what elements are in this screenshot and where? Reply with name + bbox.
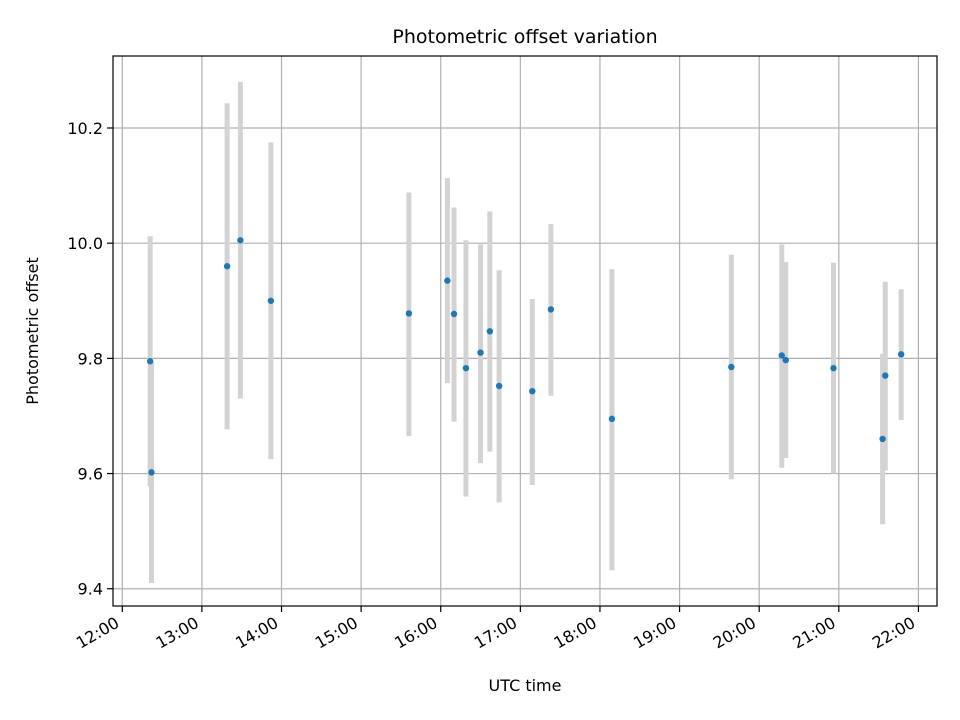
plot-frame (112, 55, 938, 607)
data-point (267, 297, 275, 304)
data-point (146, 358, 154, 365)
grid-layer (113, 56, 937, 606)
data-point (223, 263, 231, 270)
y-tick-label: 10.0 (67, 234, 103, 253)
chart-title: Photometric offset variation (392, 26, 657, 48)
point-layer (146, 237, 905, 476)
data-point (778, 352, 785, 359)
data-point (608, 415, 616, 423)
data-point (148, 469, 155, 476)
data-point (450, 310, 458, 318)
y-axis-label: Photometric offset (23, 257, 42, 405)
x-axis-label: UTC time (489, 676, 562, 695)
data-point (462, 364, 470, 372)
y-tick-label: 9.8 (78, 349, 103, 368)
data-point (237, 237, 244, 244)
data-point (897, 351, 905, 358)
data-point (444, 277, 451, 284)
data-point (879, 435, 886, 443)
data-point (782, 356, 789, 364)
y-tick-label: 9.6 (78, 465, 103, 484)
data-point (477, 349, 484, 356)
data-point (486, 328, 494, 335)
data-point (495, 382, 503, 390)
data-point (405, 310, 413, 317)
y-tick-label: 10.2 (67, 119, 103, 138)
data-point (830, 364, 837, 372)
data-point (529, 387, 536, 395)
data-point (882, 372, 889, 379)
y-tick-label: 9.4 (78, 580, 103, 599)
data-point (547, 306, 555, 313)
data-point (728, 363, 735, 371)
